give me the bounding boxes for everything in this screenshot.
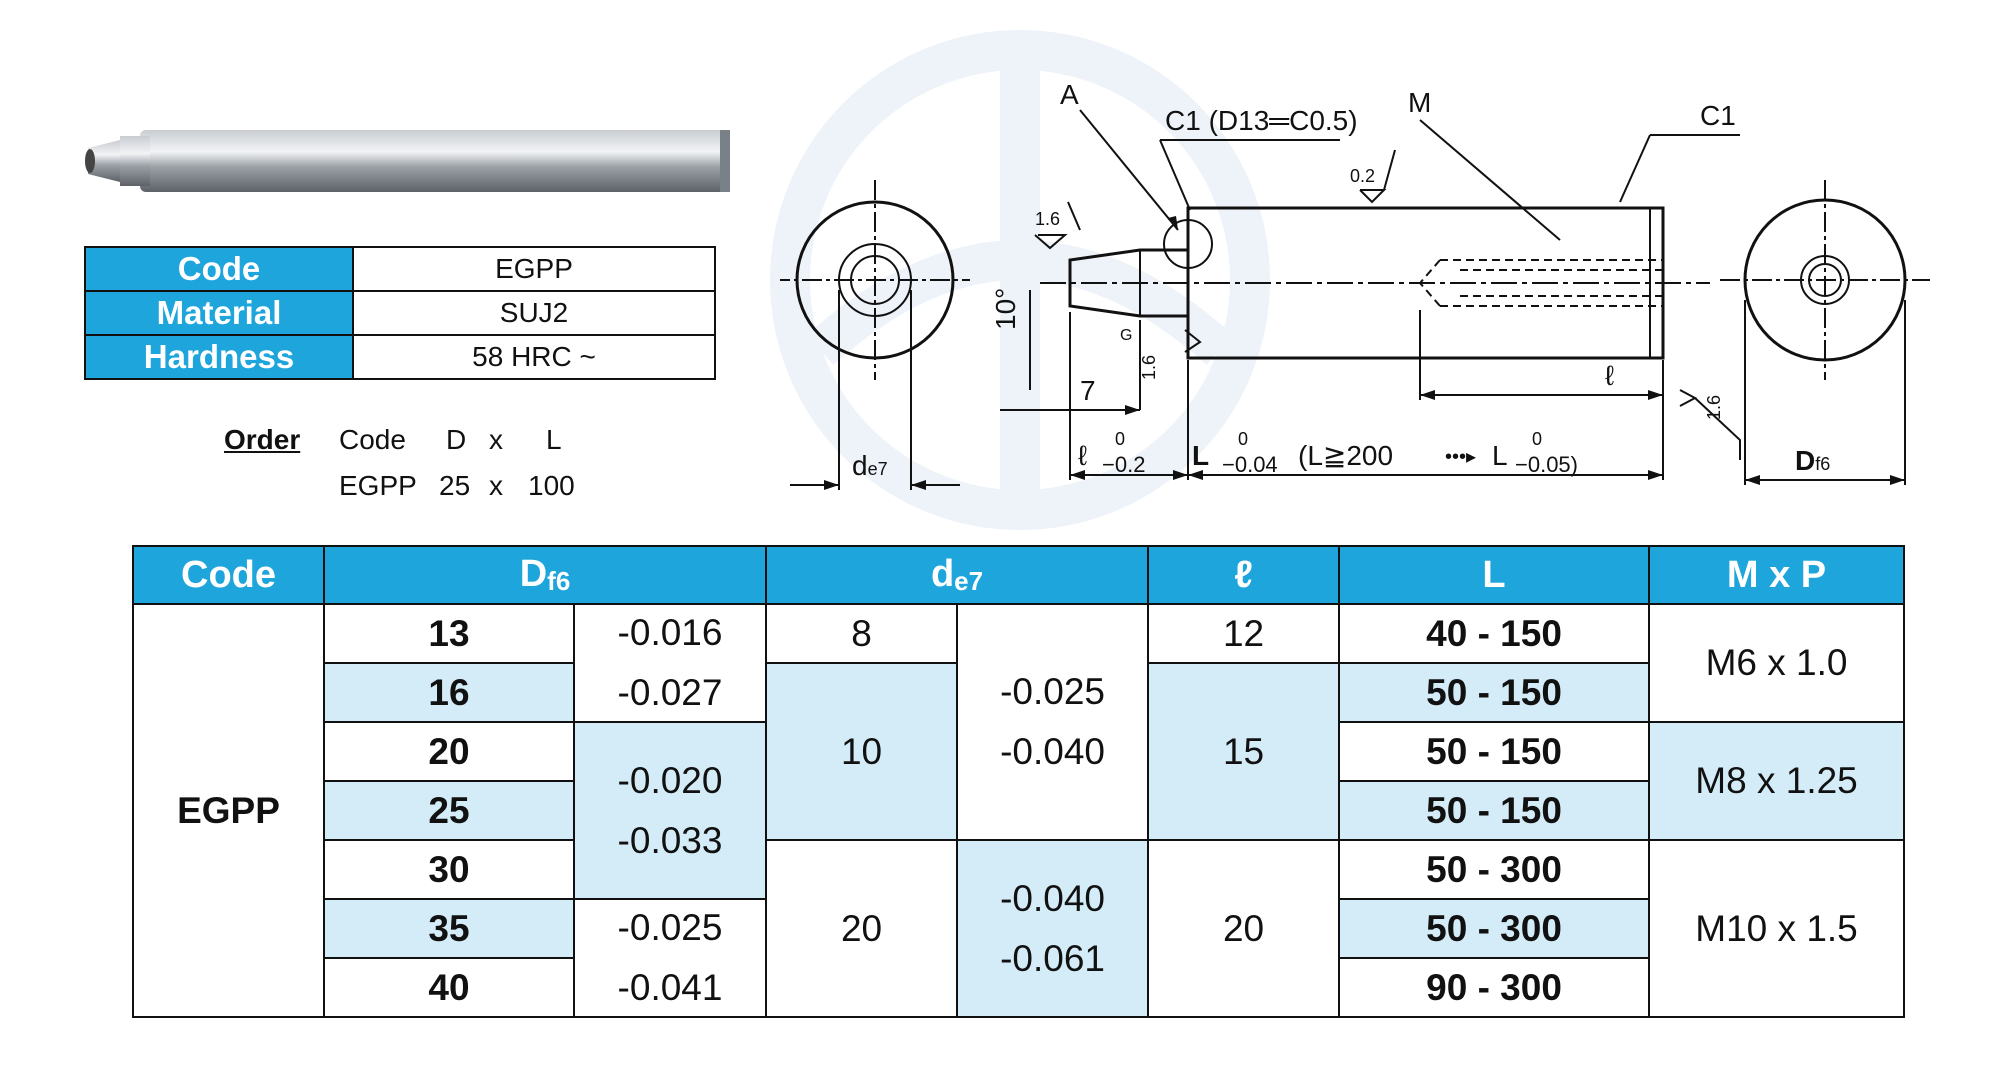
dim-l: ℓ bbox=[1605, 360, 1614, 391]
table-row: 16 10 15 50 - 150 bbox=[133, 662, 1904, 841]
order-label: Order bbox=[224, 424, 301, 455]
d-cell: 25 bbox=[323, 780, 575, 841]
spec-label: Hardness bbox=[84, 334, 354, 380]
table-row: EGPP 13 -0.016 -0.027 8 -0.025 -0.040 12 4… bbox=[132, 603, 1906, 1018]
header-l: ℓ bbox=[1147, 545, 1341, 605]
spec-table: Code EGPP Material SUJ2 Hardness 58 HRC … bbox=[84, 246, 716, 380]
header-mp: M x P bbox=[1648, 545, 1906, 605]
mp-cell: M8 x 1.25 bbox=[1648, 721, 1906, 841]
dim-arrow: •••▸ bbox=[1445, 446, 1476, 468]
d-cell: 20 bbox=[323, 721, 575, 782]
table-row: 30 20 -0.040 -0.061 20 50 - 300 M10 x 1.5 bbox=[133, 839, 1906, 1018]
L-cell: 90 - 300 bbox=[1338, 957, 1651, 1018]
d-tol-cell: -0.020 -0.033 bbox=[572, 721, 768, 900]
header-de7: de7 bbox=[765, 545, 1150, 605]
small-d-cell: 10 bbox=[765, 662, 959, 841]
tol-02: −0.2 bbox=[1102, 452, 1145, 477]
dim-de7: de7 bbox=[852, 450, 888, 481]
spec-label: Code bbox=[84, 246, 354, 292]
spec-row: Hardness 58 HRC ~ bbox=[84, 334, 716, 380]
label-c1: C1 bbox=[1700, 100, 1736, 131]
dim-L: L bbox=[1192, 440, 1209, 471]
L-cell: 50 - 150 bbox=[1338, 721, 1651, 782]
tol-005: −0.05) bbox=[1515, 452, 1578, 477]
l-cell: 15 bbox=[1147, 662, 1341, 841]
table-header-row: Code Df6 de7 ℓ L M x P bbox=[132, 545, 1906, 605]
roughness-value: 1.6 bbox=[1704, 395, 1724, 420]
label-a: A bbox=[1060, 80, 1079, 110]
d-cell: 16 bbox=[323, 662, 575, 723]
dim-cond: (L≧200 bbox=[1298, 440, 1393, 471]
spec-value: 58 HRC ~ bbox=[352, 334, 716, 380]
tol-zero: 0 bbox=[1532, 429, 1542, 449]
product-photo bbox=[85, 130, 730, 192]
angle-label: 10° bbox=[990, 288, 1021, 330]
mp-cell: M10 x 1.5 bbox=[1648, 839, 1906, 1018]
d-cell: 40 bbox=[323, 957, 575, 1018]
d-cell: 13 bbox=[323, 603, 575, 664]
d-tol-cell: -0.025 -0.041 bbox=[572, 898, 768, 1018]
L-cell: 50 - 300 bbox=[1338, 839, 1651, 900]
dim-df6: Df6 bbox=[1795, 445, 1830, 476]
dimension-table: Code Df6 de7 ℓ L M x P EGPP 13 -0.016 -0.… bbox=[132, 545, 1906, 1018]
spec-value: SUJ2 bbox=[352, 290, 716, 336]
spec-label: Material bbox=[84, 290, 354, 336]
small-d-tol-cell: -0.040 -0.061 bbox=[956, 839, 1150, 1018]
L-cell: 50 - 150 bbox=[1338, 662, 1651, 723]
roughness-value: 1.6 bbox=[1139, 355, 1159, 380]
order-example-l: 100 bbox=[528, 470, 575, 501]
header-df6: Df6 bbox=[322, 545, 768, 605]
roughness-grade: G bbox=[1120, 327, 1132, 344]
order-header-l: L bbox=[546, 424, 562, 455]
roughness-value: 0.2 bbox=[1350, 166, 1375, 186]
order-example: Order Code D x L EGPP 25 x 100 bbox=[224, 420, 644, 520]
order-header-d: D bbox=[446, 424, 467, 455]
tol-zero: 0 bbox=[1115, 429, 1125, 449]
order-example-code: EGPP bbox=[339, 470, 417, 501]
table-row: 20 -0.020 -0.033 50 - 150 M8 x 1.25 bbox=[133, 721, 1906, 900]
table-row: 35 -0.025 -0.041 50 - 300 bbox=[133, 898, 1904, 1018]
d-cell: 35 bbox=[323, 898, 575, 959]
code-cell: EGPP bbox=[132, 603, 325, 1018]
header-L: L bbox=[1338, 545, 1651, 605]
roughness-value: 1.6 bbox=[1035, 209, 1060, 229]
table-row: 40 90 - 300 bbox=[133, 957, 1904, 1018]
small-d-cell: 20 bbox=[765, 839, 959, 1018]
tol-zero: 0 bbox=[1238, 429, 1248, 449]
L-cell: 50 - 150 bbox=[1338, 780, 1651, 841]
l-cell: 20 bbox=[1147, 839, 1341, 1018]
table-row: 25 50 - 150 bbox=[133, 780, 1904, 841]
d-cell: 30 bbox=[323, 839, 575, 900]
technical-drawing: A C1 (D13═C0.5) M C1 0.2 1.6 G 1.6 1.6 1… bbox=[780, 80, 1930, 490]
dim-l-tol-label: ℓ bbox=[1078, 440, 1087, 471]
order-header-code: Code bbox=[339, 424, 406, 455]
order-example-x: x bbox=[489, 470, 503, 501]
spec-value: EGPP bbox=[352, 246, 716, 292]
d-tol-cell: -0.016 -0.027 bbox=[572, 603, 768, 723]
dim-7: 7 bbox=[1080, 375, 1096, 406]
label-m: M bbox=[1408, 87, 1431, 118]
small-d-tol-cell: -0.025 -0.040 bbox=[956, 603, 1150, 841]
header-code: Code bbox=[132, 545, 325, 605]
l-cell: 12 bbox=[1147, 603, 1341, 664]
spec-row: Code EGPP bbox=[84, 246, 716, 292]
L-cell: 50 - 300 bbox=[1338, 898, 1651, 959]
mp-cell: M6 x 1.0 bbox=[1648, 603, 1906, 723]
order-example-d: 25 bbox=[439, 470, 471, 501]
dim-L2: L bbox=[1492, 440, 1508, 471]
order-header-x: x bbox=[489, 424, 503, 455]
small-d-cell: 8 bbox=[765, 603, 959, 664]
L-cell: 40 - 150 bbox=[1338, 603, 1651, 664]
tol-004: −0.04 bbox=[1222, 452, 1278, 477]
label-c1-note: C1 (D13═C0.5) bbox=[1165, 105, 1358, 136]
spec-row: Material SUJ2 bbox=[84, 290, 716, 336]
